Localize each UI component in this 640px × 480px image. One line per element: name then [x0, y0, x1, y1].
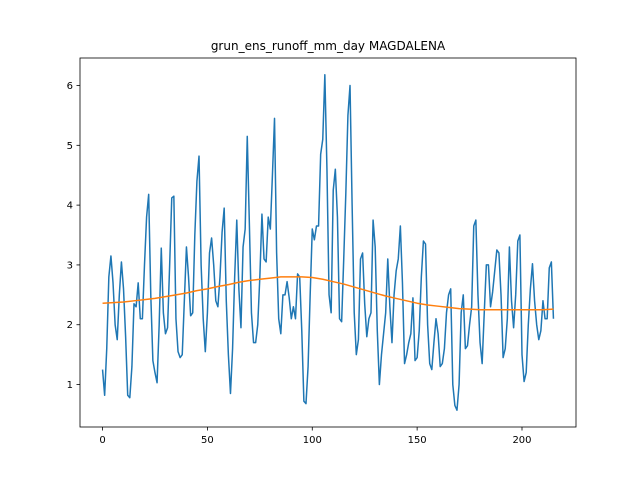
line	[102, 276, 554, 311]
line	[101, 74, 555, 411]
x-tick-label: 150	[408, 435, 427, 446]
y-tick-label: 1	[67, 380, 73, 391]
x-tick-label: 0	[99, 435, 105, 446]
chart-title: grun_ens_runoff_mm_day MAGDALENA	[211, 39, 446, 53]
x-tick-label: 50	[201, 435, 214, 446]
plot-frame	[79, 57, 577, 428]
y-tick-label: 2	[67, 320, 73, 331]
x-tick-label: 100	[303, 435, 322, 446]
y-tick-label: 6	[67, 81, 73, 92]
y-tick-label: 4	[67, 201, 73, 212]
x-tick-label: 200	[512, 435, 531, 446]
y-tick-label: 5	[67, 141, 73, 152]
y-tick-label: 3	[67, 260, 73, 271]
